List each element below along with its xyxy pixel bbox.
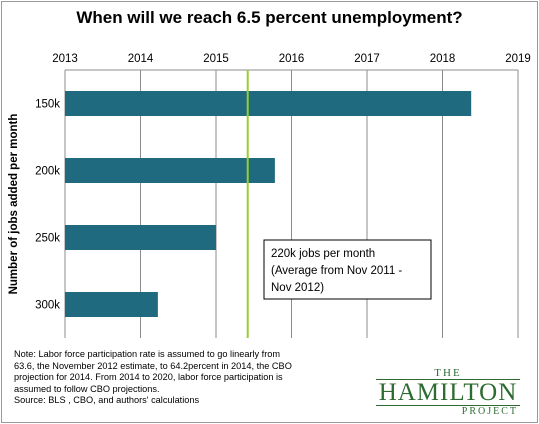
- x-tick-label: 2019: [505, 53, 531, 65]
- bar: [65, 292, 158, 317]
- x-tick-label: 2018: [430, 53, 456, 65]
- x-tick-label: 2016: [279, 53, 305, 65]
- annotation-text: Nov 2012): [271, 282, 324, 294]
- bar: [65, 91, 472, 116]
- source-line: Source: BLS , CBO, and authors' calculat…: [14, 395, 200, 406]
- y-tick-label: 300k: [35, 300, 60, 312]
- x-tick-label: 2014: [128, 53, 154, 65]
- hamilton-project-logo: THE HAMILTON PROJECT: [372, 368, 524, 418]
- y-tick-label: 150k: [35, 99, 60, 111]
- logo-project: PROJECT: [461, 406, 518, 417]
- chart-title: When will we reach 6.5 percent unemploym…: [76, 8, 463, 27]
- logo-hamilton: HAMILTON: [376, 379, 520, 406]
- y-axis-title: Number of jobs added per month: [8, 114, 20, 295]
- y-tick-label: 250k: [35, 233, 60, 245]
- chart-note: Note: Labor force participation rate is …: [14, 349, 364, 407]
- bar: [65, 225, 216, 250]
- logo-the: THE: [434, 367, 462, 379]
- note-line: Note: Labor force participation rate is …: [14, 349, 281, 359]
- note-line: projection for 2014. From 2014 to 2020, …: [14, 372, 283, 383]
- annotation-text: 220k jobs per month: [271, 248, 375, 260]
- note-line: 63.6, the November 2012 estimate, to 64.…: [14, 360, 292, 371]
- bar: [65, 158, 275, 183]
- x-tick-label: 2013: [52, 53, 78, 65]
- note-line: assumed to follow CBO projections.: [14, 383, 160, 394]
- x-tick-label: 2017: [354, 53, 380, 65]
- annotation-text: (Average from Nov 2011 -: [271, 265, 402, 277]
- y-tick-label: 200k: [35, 166, 60, 178]
- annotation-box: [263, 239, 432, 300]
- x-tick-label: 2015: [203, 53, 229, 65]
